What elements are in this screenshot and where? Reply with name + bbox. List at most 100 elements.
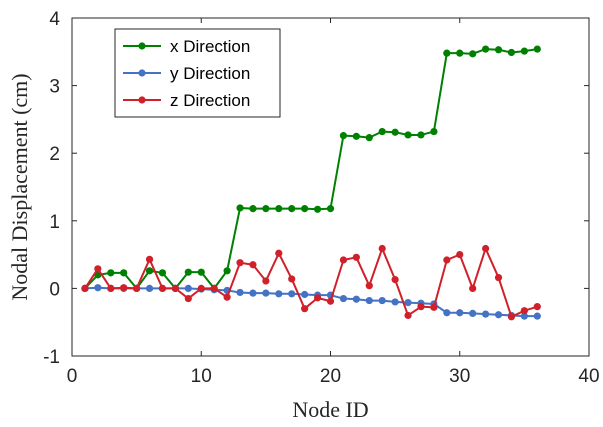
data-point: [236, 204, 244, 212]
legend-swatch-marker: [138, 96, 146, 104]
data-point: [352, 253, 360, 261]
data-point: [430, 127, 438, 136]
data-point: [430, 303, 438, 311]
data-point: [197, 284, 205, 292]
legend-label: y Direction: [170, 64, 250, 83]
data-point: [158, 269, 167, 277]
data-point: [352, 132, 360, 140]
data-point: [158, 284, 167, 292]
data-point: [404, 131, 412, 139]
data-point: [378, 127, 386, 136]
data-point: [120, 269, 128, 277]
data-point: [378, 244, 386, 253]
data-point: [482, 45, 490, 53]
data-point: [249, 205, 257, 213]
data-point: [288, 275, 296, 283]
data-point: [145, 267, 154, 275]
data-point: [404, 311, 412, 320]
y-tick-label: 2: [49, 144, 60, 165]
data-point: [339, 256, 348, 264]
data-point: [443, 256, 451, 264]
x-tick-label: 20: [320, 366, 341, 387]
legend-item: z Direction: [123, 91, 250, 110]
x-tick-label: 40: [578, 366, 599, 387]
data-point: [391, 298, 399, 306]
data-point: [94, 265, 102, 273]
y-axis-title: Nodal Displacement (cm): [7, 73, 32, 300]
data-point: [223, 267, 231, 275]
data-point: [494, 46, 503, 54]
data-point: [533, 303, 541, 311]
data-point: [456, 251, 464, 259]
data-point: [507, 48, 516, 57]
data-point: [313, 294, 322, 302]
data-point: [145, 284, 154, 292]
legend-item: x Direction: [123, 37, 250, 56]
data-point: [469, 309, 477, 318]
data-point: [533, 312, 541, 320]
x-axis: 0 10 20 30 40: [67, 18, 600, 387]
legend-swatch-marker: [138, 69, 146, 77]
plot-area: 0 10 20 30 40 -1 0 1 2 3 4: [43, 9, 599, 387]
data-point: [236, 259, 244, 267]
data-point: [378, 296, 386, 305]
y-axis: -1 0 1 2 3 4: [43, 9, 589, 368]
data-point: [262, 289, 270, 297]
data-point: [339, 294, 348, 303]
data-point: [365, 282, 373, 290]
data-point: [223, 293, 231, 301]
data-point: [443, 309, 451, 317]
data-point: [262, 277, 270, 285]
data-point: [494, 311, 503, 319]
data-point: [171, 284, 179, 292]
data-point: [469, 50, 477, 58]
data-point: [456, 309, 464, 317]
legend-item: y Direction: [123, 64, 250, 83]
data-point: [301, 305, 309, 313]
data-point: [275, 290, 283, 298]
data-point: [482, 244, 490, 253]
data-point: [391, 276, 399, 284]
data-point: [365, 134, 373, 142]
data-point: [507, 313, 516, 321]
data-point: [326, 297, 335, 305]
data-point: [184, 294, 192, 303]
data-point: [133, 284, 141, 292]
data-point: [520, 312, 528, 320]
data-point: [456, 49, 464, 57]
data-point: [494, 273, 503, 282]
legend: x Direction y Direction z Direction: [114, 28, 281, 118]
data-point: [184, 284, 192, 292]
data-point: [352, 295, 360, 303]
y-tick-label: 4: [49, 9, 60, 30]
data-point: [520, 307, 528, 315]
data-point: [120, 284, 128, 292]
x-tick-label: 0: [67, 366, 78, 387]
data-point: [249, 289, 257, 297]
data-point: [275, 249, 283, 257]
data-point: [313, 205, 322, 213]
legend-swatch-marker: [138, 42, 146, 50]
x-tick-label: 10: [191, 366, 212, 387]
data-point: [288, 205, 296, 213]
x-axis-title: Node ID: [292, 397, 368, 422]
data-point: [236, 288, 244, 297]
data-point: [107, 269, 115, 277]
data-point: [184, 268, 192, 276]
data-point: [482, 310, 490, 318]
data-point: [326, 205, 335, 213]
legend-label: x Direction: [170, 37, 250, 56]
data-point: [107, 284, 115, 292]
y-tick-label: 3: [49, 77, 60, 98]
data-point: [288, 290, 296, 298]
data-point: [520, 47, 528, 55]
data-point: [81, 284, 89, 292]
data-point: [145, 255, 154, 263]
data-point: [210, 284, 218, 292]
series-layer: [81, 45, 541, 321]
y-tick-label: -1: [43, 347, 60, 368]
data-point: [404, 298, 412, 307]
data-point: [301, 290, 309, 299]
